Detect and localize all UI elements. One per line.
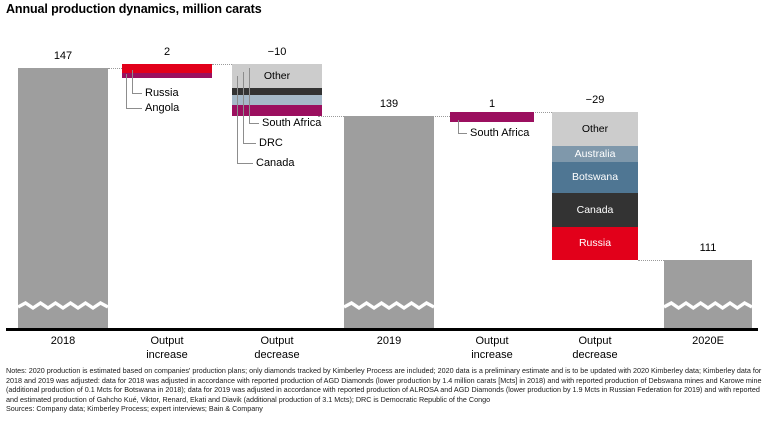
segment-2018-total xyxy=(18,68,108,328)
segment-label: Other xyxy=(581,122,609,135)
segment-drc xyxy=(232,95,322,105)
footnotes: Notes: 2020 production is estimated base… xyxy=(6,366,762,414)
segment-australia: Australia xyxy=(552,146,638,162)
value-label-output-increase-2: 1 xyxy=(488,98,496,110)
axis-label-2019: 2019 xyxy=(344,334,434,348)
axis-label-line1: Output xyxy=(260,335,294,347)
axis-label-output-decrease-2: Output decrease xyxy=(552,334,638,362)
segment-label: Canada xyxy=(576,203,614,216)
segment-other: Other xyxy=(552,112,638,146)
value-label-2018: 147 xyxy=(53,50,73,62)
footnote-sources: Sources: Company data; Kimberley Process… xyxy=(6,404,263,414)
callout-leader-south-africa-1 xyxy=(249,68,259,124)
connector-dec2-to-2020 xyxy=(638,260,664,261)
value-label-2020e: 111 xyxy=(699,242,717,254)
segment-angola xyxy=(122,73,212,78)
segment-russia xyxy=(122,64,212,73)
bar-output-decrease-2[interactable]: Other Australia Botswana Canada Russia xyxy=(552,112,638,260)
connector-inc1-to-dec1 xyxy=(212,64,232,65)
bar-2019[interactable] xyxy=(344,116,434,328)
bar-output-decrease-1[interactable]: Other xyxy=(232,64,322,116)
axis-label-line1: 2019 xyxy=(376,335,402,347)
value-label-2019: 139 xyxy=(379,98,399,110)
connector-2019-to-inc2 xyxy=(428,116,450,117)
callout-label-angola: Angola xyxy=(145,102,180,114)
axis-label-line2: increase xyxy=(146,349,188,361)
axis-label-2018: 2018 xyxy=(18,334,108,348)
segment-botswana: Botswana xyxy=(552,162,638,193)
axis-label-output-increase-2: Output increase xyxy=(450,334,534,362)
segment-south-africa xyxy=(450,112,534,122)
callout-leader-drc xyxy=(243,72,256,144)
segment-2020e-total xyxy=(664,260,752,328)
callout-leader-south-africa-2 xyxy=(458,120,467,134)
axis-label-line1: Output xyxy=(475,335,509,347)
callout-label-canada-1: Canada xyxy=(256,157,295,169)
value-label-output-decrease-1: −10 xyxy=(267,46,287,58)
footnote-notes: Notes: 2020 production is estimated base… xyxy=(6,366,762,404)
callout-label-south-africa-2: South Africa xyxy=(470,127,530,139)
axis-label-output-increase-1: Output increase xyxy=(122,334,212,362)
axis-label-line1: 2018 xyxy=(50,335,76,347)
axis-label-line1: 2020E xyxy=(692,335,724,347)
segment-other: Other xyxy=(232,64,322,88)
axis-label-line2: decrease xyxy=(254,349,300,361)
callout-leader-canada-1 xyxy=(237,76,253,164)
connector-inc2-to-dec2 xyxy=(532,112,552,113)
segment-canada xyxy=(232,88,322,95)
axis-label-line2: increase xyxy=(471,349,513,361)
segment-south-africa xyxy=(232,105,322,116)
segment-canada: Canada xyxy=(552,193,638,227)
bar-2018[interactable] xyxy=(18,68,108,328)
axis-label-2020e: 2020E xyxy=(664,334,752,348)
callout-leader-russia xyxy=(132,70,142,94)
callout-label-south-africa-1: South Africa xyxy=(262,117,322,129)
callout-label-russia: Russia xyxy=(145,87,179,99)
waterfall-chart: 147 2 Russia Angola −10 Other South Afri… xyxy=(0,22,768,331)
segment-label: Russia xyxy=(578,237,612,250)
bar-output-increase-1[interactable] xyxy=(122,64,212,78)
segment-label: Australia xyxy=(574,147,616,160)
segment-2019-total xyxy=(344,116,434,328)
value-label-output-decrease-2: −29 xyxy=(585,94,605,106)
axis-label-line1: Output xyxy=(578,335,612,347)
x-axis-line xyxy=(6,328,758,331)
axis-label-line2: decrease xyxy=(572,349,618,361)
bar-output-increase-2[interactable] xyxy=(450,112,534,122)
value-label-output-increase-1: 2 xyxy=(163,46,171,58)
bar-2020e[interactable] xyxy=(664,260,752,328)
axis-label-output-decrease-1: Output decrease xyxy=(232,334,322,362)
segment-russia: Russia xyxy=(552,227,638,260)
axis-label-line1: Output xyxy=(150,335,184,347)
segment-label: Botswana xyxy=(571,171,619,184)
callout-leader-angola xyxy=(126,74,142,109)
connector-2018-to-inc1 xyxy=(108,68,130,69)
callout-label-drc: DRC xyxy=(259,137,283,149)
page-title: Annual production dynamics, million cara… xyxy=(6,2,262,16)
connector-dec1-to-2019 xyxy=(318,116,344,117)
segment-label: Other xyxy=(263,69,291,82)
